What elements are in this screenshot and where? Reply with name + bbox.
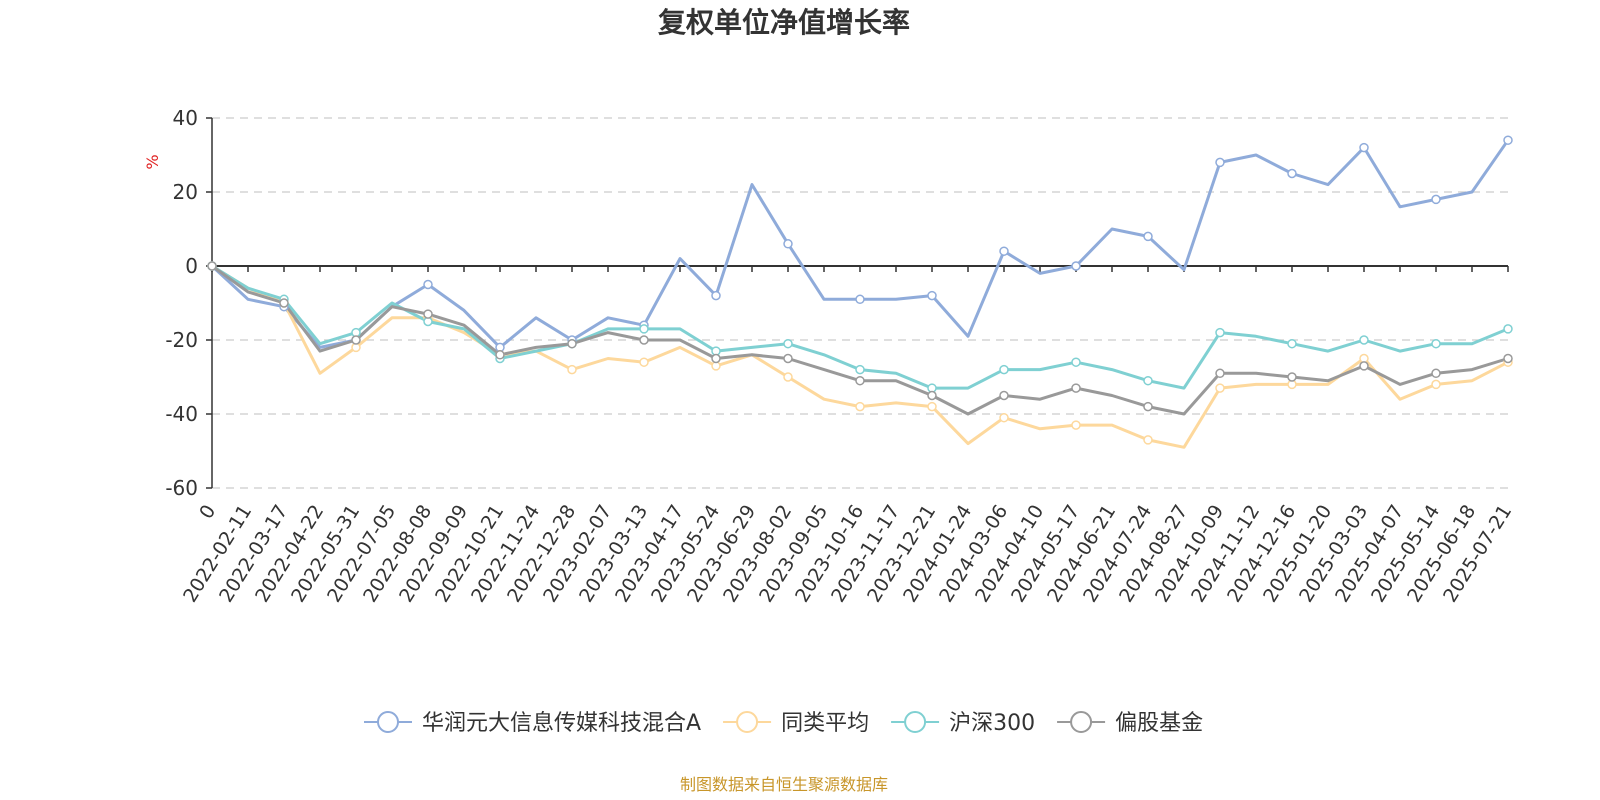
series-0-point: [1359, 142, 1369, 153]
series-2-point: [1359, 335, 1369, 345]
series-0-point: [711, 290, 721, 301]
series-0-point: [1503, 135, 1513, 145]
series-3-point: [1071, 383, 1081, 393]
series-3-point: [495, 350, 505, 360]
x-tick-label: 0: [195, 501, 220, 523]
series-1-point: [999, 412, 1009, 423]
y-unit-label: %: [143, 154, 162, 169]
series-3-point: [1143, 401, 1153, 412]
series-2-point: [855, 364, 865, 375]
series-0-point: [855, 294, 865, 305]
series-1-point: [567, 364, 577, 375]
legend-marker-1: [736, 711, 759, 733]
y-tick-label: -40: [165, 402, 198, 426]
series-2-point: [999, 364, 1009, 375]
series-3-point: [855, 375, 865, 386]
series-line-1: [211, 264, 1509, 449]
series-1-point: [927, 401, 937, 412]
series-2-point: [783, 338, 793, 349]
series-3-point: [783, 353, 793, 364]
y-tick-label: 40: [173, 106, 198, 130]
series-3-point: [711, 353, 721, 364]
legend-label-2: 沪深300: [949, 711, 1035, 736]
y-tick-label: -60: [165, 476, 198, 500]
series-0-point: [783, 239, 793, 249]
series-0-point: [999, 246, 1009, 256]
series-2-point: [1071, 357, 1081, 367]
legend-label-0: 华润元大信息传媒科技混合A: [422, 711, 701, 736]
gridlines: [212, 117, 1508, 489]
chart-title: 复权单位净值增长率: [658, 6, 910, 39]
series-0-point: [927, 290, 937, 301]
series-3-point: [207, 261, 217, 271]
series-0-point: [423, 279, 433, 290]
series-1-point: [1143, 435, 1153, 445]
series-1-point: [783, 372, 793, 382]
legend-marker-2: [904, 711, 927, 733]
series-0-point: [1287, 168, 1297, 179]
legend: 华润元大信息传媒科技混合A 同类平均 沪深300 偏股基金: [364, 711, 1203, 736]
series-3-point: [1431, 368, 1441, 379]
legend-marker-0: [377, 711, 399, 733]
series-3-point: [999, 390, 1009, 401]
series-3-point: [279, 298, 289, 308]
y-tick-label: 0: [185, 254, 198, 278]
series-3-point: [567, 338, 577, 349]
series-3-point: [639, 335, 649, 345]
series-1-point: [1071, 420, 1081, 430]
series-1-point: [1215, 383, 1225, 393]
series-0-point: [1143, 231, 1153, 242]
series-1-point: [855, 401, 865, 412]
series-2-point: [1287, 338, 1297, 349]
series-2-point: [639, 324, 649, 334]
series-3-point: [1287, 372, 1297, 382]
series-2-point: [1431, 338, 1441, 349]
series-2-point: [1503, 324, 1513, 334]
legend-label-3: 偏股基金: [1115, 711, 1203, 736]
series-0-point: [1071, 261, 1081, 271]
series-1-point: [639, 357, 649, 367]
y-tick-label: -20: [165, 328, 198, 352]
series-2-point: [1143, 375, 1153, 386]
series-3-point: [1359, 361, 1369, 371]
series-3-point: [927, 390, 937, 401]
series-0-point: [1431, 194, 1441, 205]
y-axis: -60 -40 -20 0 20 40: [165, 106, 213, 500]
series-3-point: [423, 309, 433, 319]
y-tick-label: 20: [173, 180, 198, 204]
legend-marker-3: [1070, 711, 1093, 733]
series-3-point: [1215, 368, 1225, 379]
series-0-point: [1215, 157, 1225, 168]
source-note: 制图数据来自恒生聚源数据库: [680, 775, 888, 794]
series-3-point: [1503, 353, 1513, 364]
series-1-point: [1431, 379, 1441, 390]
legend-label-1: 同类平均: [781, 711, 869, 736]
plot-area: [207, 135, 1513, 449]
series-3-point: [351, 335, 361, 345]
series-2-point: [1215, 327, 1225, 338]
